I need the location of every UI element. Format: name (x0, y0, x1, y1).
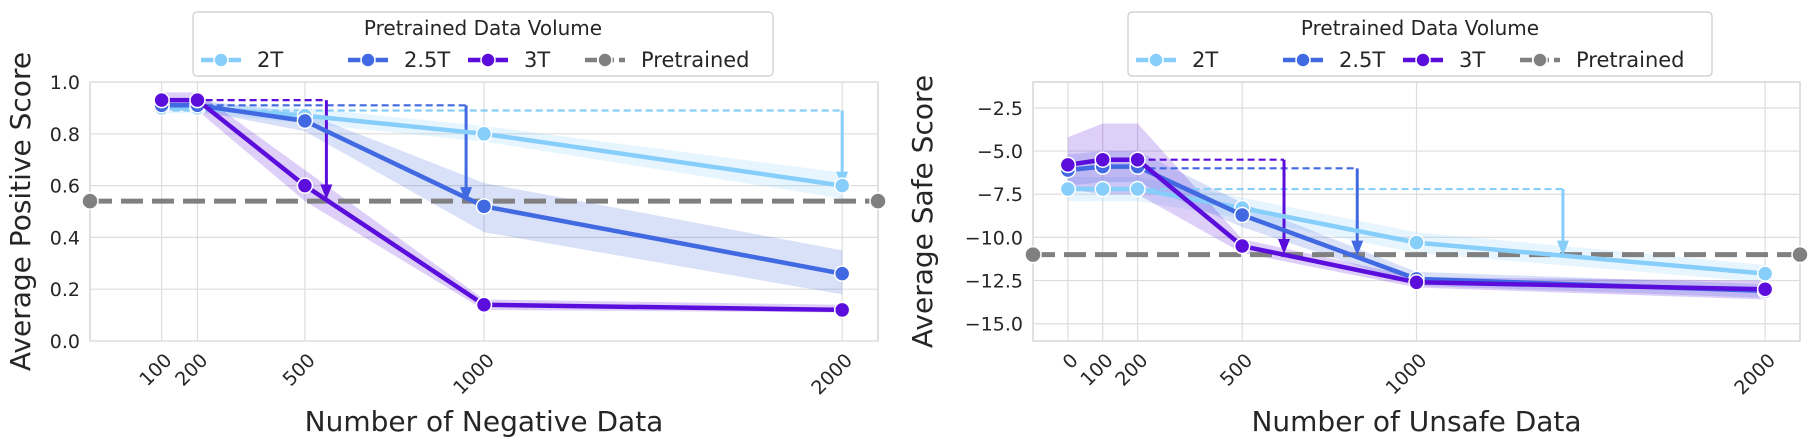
y-axis-label: Average Safe Score (906, 75, 939, 348)
legend-label: 2.5T (1339, 48, 1385, 72)
data-point-2T (475, 125, 493, 143)
x-tick-label: 100 (1076, 349, 1117, 390)
drop-arrowhead-3T (320, 184, 333, 200)
data-point-2.5T (296, 112, 314, 130)
y-tick-label: 1.0 (50, 72, 80, 94)
data-point-2T (1129, 180, 1146, 198)
y-tick-label: 0.2 (50, 279, 80, 301)
y-tick-label: 0.4 (50, 227, 80, 249)
data-point-3T (1408, 274, 1425, 291)
x-tick-label: 2000 (807, 349, 857, 399)
x-axis-label: Number of Negative Data (305, 405, 664, 438)
y-tick-label: −15.0 (965, 314, 1023, 336)
y-tick-label: −12.5 (965, 271, 1023, 293)
drop-arrowhead-3T (1278, 238, 1291, 254)
legend-label: Pretrained (1576, 48, 1685, 72)
data-point-2T (833, 177, 851, 194)
legend-title: Pretrained Data Volume (1301, 16, 1539, 40)
drop-arrowhead-2.5T (1351, 240, 1364, 256)
x-tick-label: 1000 (449, 349, 499, 399)
legend-label: 2T (1192, 48, 1218, 72)
legend-title: Pretrained Data Volume (364, 16, 602, 40)
data-point-3T (1233, 237, 1251, 255)
y-tick-label: 0.8 (50, 124, 80, 146)
data-point-3T (833, 301, 851, 319)
x-tick-label: 0 (1059, 349, 1083, 373)
legend-marker-Pretrained (597, 52, 613, 68)
legend-label: Pretrained (641, 48, 750, 72)
data-point-2.5T (833, 265, 851, 282)
x-tick-label: 200 (1111, 349, 1152, 390)
legend-box (192, 11, 774, 77)
data-point-2.5T (475, 198, 493, 215)
legend: Pretrained Data Volume 2T 2.5T 3T Pretrained (1127, 11, 1713, 77)
confidence-band-3T (1067, 123, 1766, 300)
legend-marker-Pretrained (1532, 52, 1548, 68)
legend-marker-3T (1415, 52, 1431, 68)
legend-label: 3T (1459, 48, 1485, 72)
x-tick-label: 1000 (1382, 349, 1432, 399)
pretrained-marker (869, 192, 887, 210)
legend-marker-3T (480, 52, 496, 68)
legend-marker-2T (213, 52, 229, 68)
data-point-2.5T (1233, 206, 1251, 224)
x-tick-label: 2000 (1730, 349, 1780, 399)
x-axis-label: Number of Unsafe Data (1251, 405, 1581, 438)
data-point-2T (1408, 234, 1425, 251)
legend-marker-2.5T (360, 52, 376, 68)
data-point-3T (1756, 280, 1774, 298)
data-point-3T (1059, 156, 1077, 174)
pretrained-marker (1024, 245, 1042, 264)
data-point-3T (153, 91, 170, 109)
y-tick-label: −5.0 (977, 141, 1023, 163)
y-tick-label: −2.5 (977, 98, 1023, 120)
data-point-2T (1756, 265, 1774, 282)
drop-arrowhead-2.5T (460, 187, 473, 203)
x-tick-label: 500 (279, 349, 320, 390)
y-tick-label: 0.6 (50, 176, 80, 198)
data-point-3T (189, 91, 206, 109)
y-tick-label: −10.0 (965, 227, 1023, 249)
legend-label: 2.5T (404, 48, 450, 72)
legend-marker-2T (1148, 52, 1164, 68)
x-tick-label: 200 (171, 349, 212, 390)
x-tick-label: 100 (135, 349, 176, 390)
y-tick-label: −7.5 (977, 184, 1023, 206)
data-point-3T (296, 177, 314, 194)
confidence-band-2.5T (161, 100, 843, 295)
data-point-3T (1094, 151, 1111, 168)
x-tick-label: 500 (1216, 349, 1257, 390)
data-point-2T (1059, 180, 1077, 198)
legend-box (1127, 11, 1713, 77)
data-point-3T (1129, 151, 1146, 168)
drop-arrowhead-2T (1556, 240, 1569, 256)
legend-marker-2.5T (1295, 52, 1311, 68)
legend: Pretrained Data Volume 2T 2.5T 3T Pretrained (192, 11, 774, 77)
y-axis-label: Average Positive Score (4, 52, 37, 371)
y-tick-label: 0.0 (50, 331, 80, 353)
legend-label: 2T (257, 48, 283, 72)
pretrained-marker (1791, 245, 1809, 264)
data-point-2T (1094, 180, 1111, 198)
legend-label: 3T (524, 48, 550, 72)
pretrained-marker (81, 192, 99, 210)
data-point-3T (475, 296, 493, 313)
